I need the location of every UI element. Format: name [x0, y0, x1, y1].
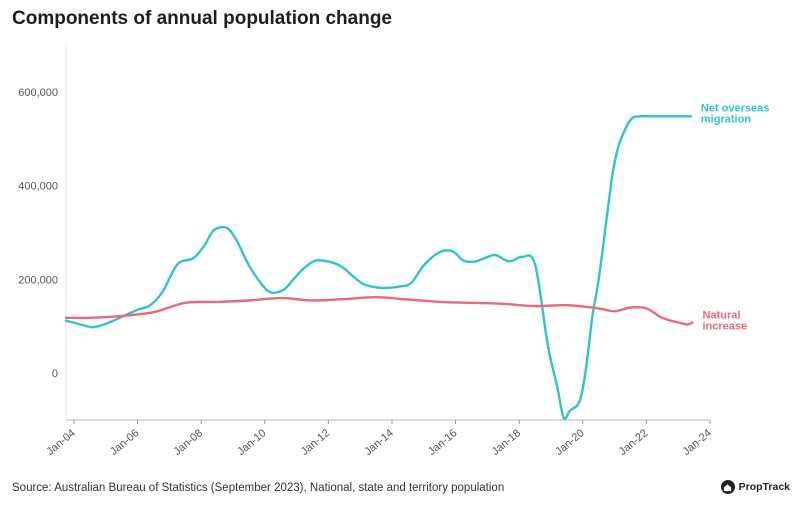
series-label-line: migration — [701, 113, 751, 125]
series-label-line: Natural — [703, 310, 741, 322]
y-tick-label: 200,000 — [18, 274, 58, 286]
house-icon — [720, 480, 735, 494]
chart-title: Components of annual population change — [12, 8, 392, 29]
y-tick-label: 0 — [52, 368, 58, 380]
series-label-line: Net overseas — [701, 102, 770, 114]
x-tick-label: Jan-24 — [680, 427, 713, 458]
source-note: Source: Australian Bureau of Statistics … — [12, 482, 505, 494]
x-tick-label: Jan-20 — [553, 427, 586, 458]
x-tick-label: Jan-10 — [235, 427, 268, 458]
x-axis: Jan-04 Jan-06 Jan-08 Jan-10 Jan-12 Jan-14 Jan-… — [44, 420, 714, 458]
y-axis: 0 200,000 400,000 600,000 — [18, 87, 58, 380]
series-line-natural-increase — [64, 295, 694, 326]
series-line-net-overseas-migration — [64, 114, 693, 420]
x-tick-label: Jan-22 — [617, 427, 650, 458]
x-tick-label: Jan-12 — [299, 427, 332, 458]
proptrack-logo: PropTrack — [720, 480, 790, 494]
series-label-line: increase — [703, 321, 748, 333]
logo-text: PropTrack — [738, 481, 790, 493]
y-tick-label: 600,000 — [18, 87, 58, 99]
series-layer — [64, 114, 694, 420]
x-tick-label: Jan-16 — [426, 427, 459, 458]
x-tick-label: Jan-08 — [172, 427, 205, 458]
x-tick-label: Jan-14 — [362, 427, 395, 458]
x-tick-label: Jan-18 — [490, 427, 523, 458]
x-tick-label: Jan-04 — [44, 427, 77, 458]
x-tick-label: Jan-06 — [108, 427, 141, 458]
y-tick-label: 400,000 — [18, 181, 58, 193]
